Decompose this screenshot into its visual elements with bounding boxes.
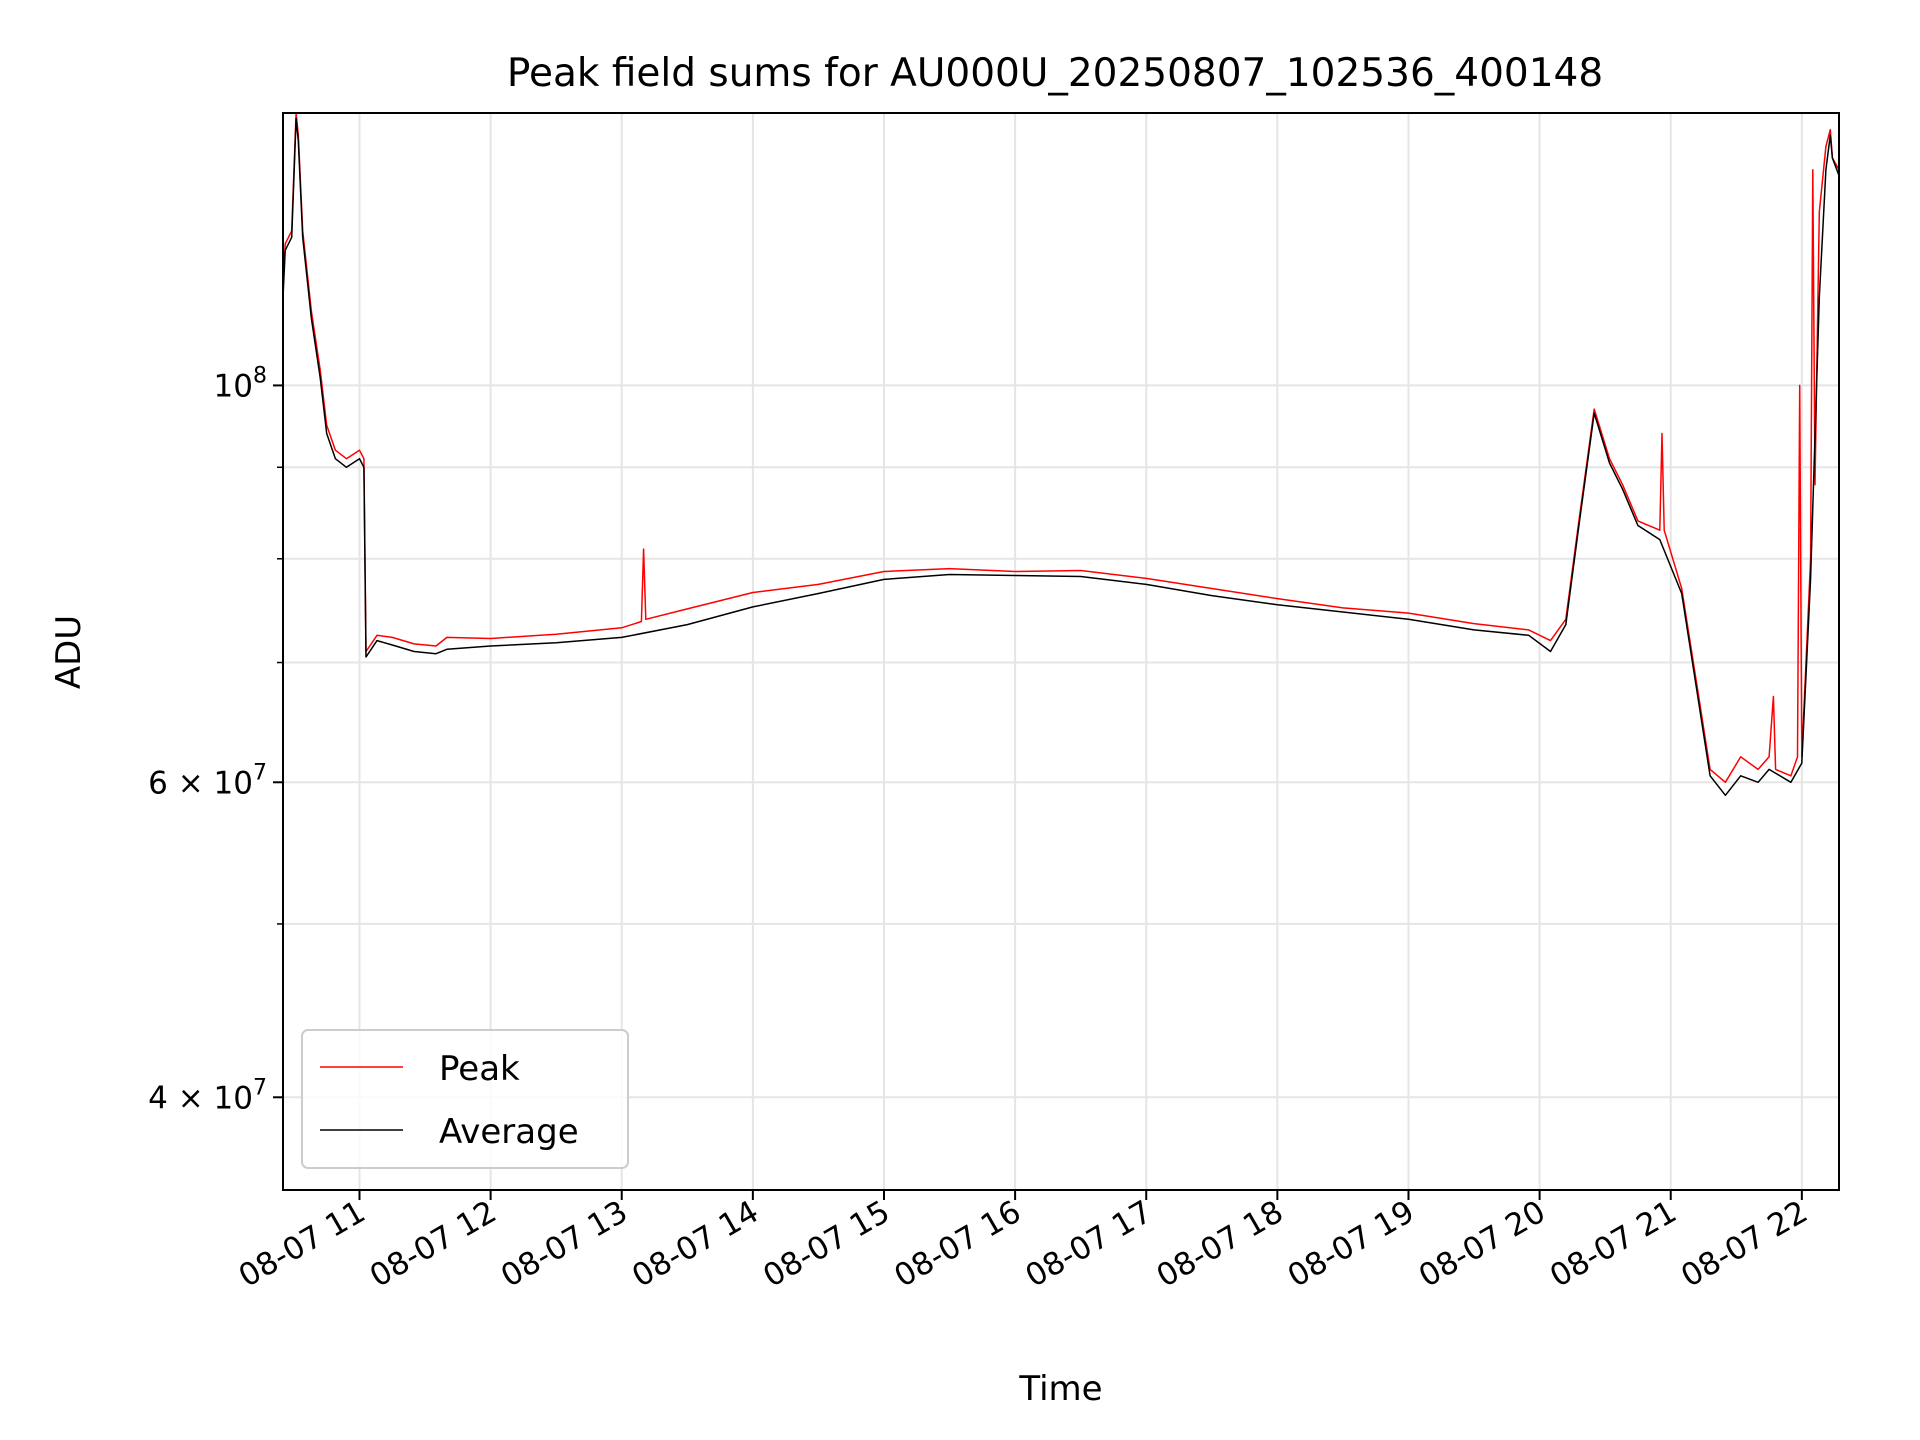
- y-tick-label: 108: [214, 363, 267, 404]
- x-axis-label: Time: [1018, 1369, 1102, 1409]
- plot-frame: [282, 112, 1840, 1191]
- y-axis-label: ADU: [49, 615, 89, 689]
- series-layer: [283, 113, 1839, 797]
- y-tick-label: 6 × 107: [148, 760, 267, 801]
- grid: [283, 113, 1839, 1190]
- legend: Peak Average: [301, 1029, 629, 1169]
- legend-box: [301, 1029, 629, 1169]
- legend-peak-label: Peak: [439, 1049, 520, 1089]
- legend-average-label: Average: [439, 1112, 579, 1152]
- chart-title: Peak field sums for AU000U_20250807_1025…: [507, 51, 1603, 96]
- series-line-average: [283, 117, 1839, 797]
- y-tick-label: 4 × 107: [148, 1075, 267, 1116]
- series-line-peak: [283, 113, 1839, 784]
